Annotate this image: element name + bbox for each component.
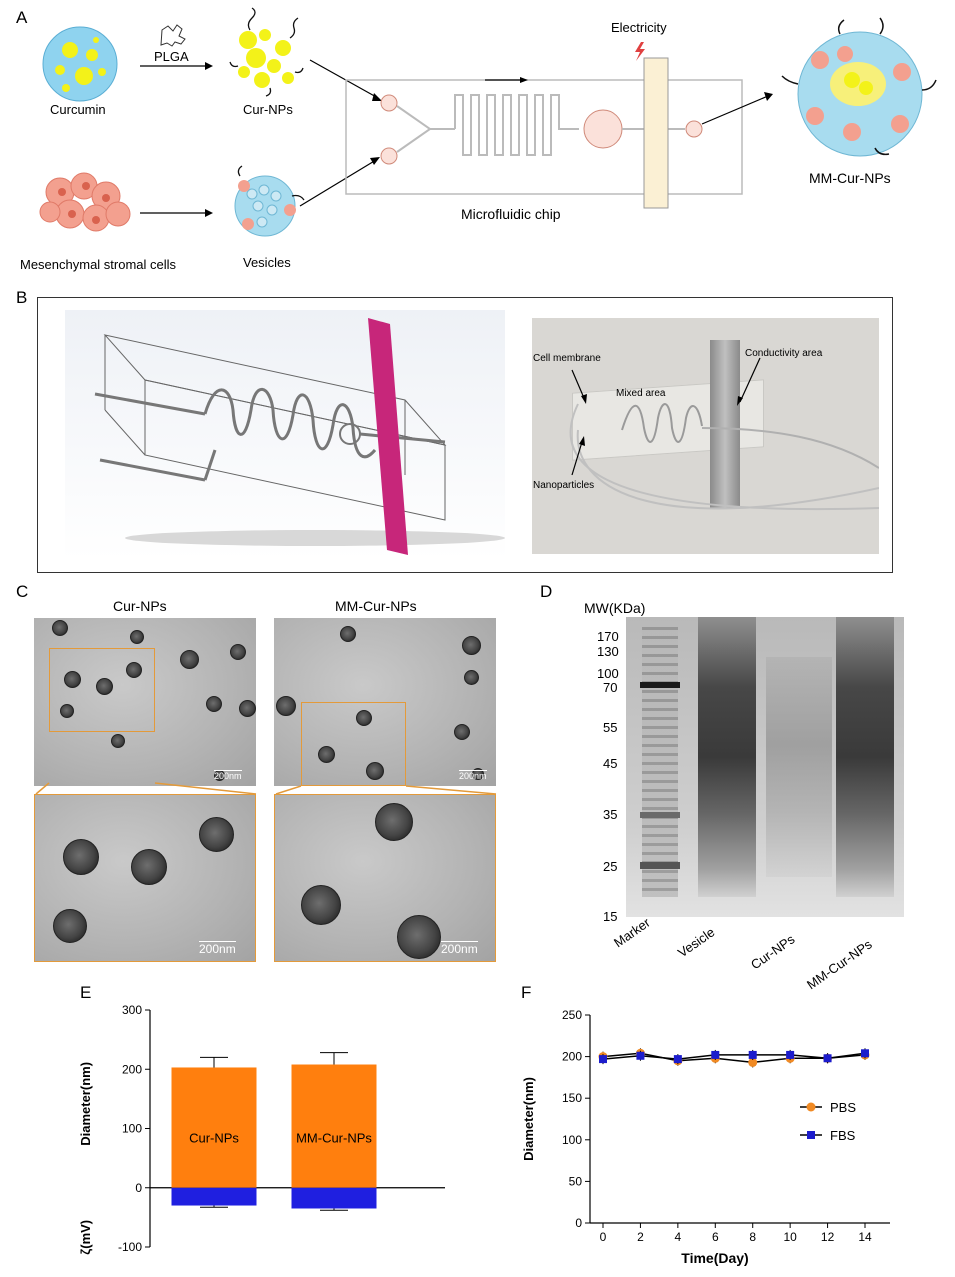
- microfluidic-chip-diagram: [345, 42, 743, 209]
- panel-label-b: B: [16, 288, 28, 307]
- plga-molecule-icon: [160, 24, 186, 47]
- y-tick-label: 100: [562, 1133, 582, 1147]
- plga-label: PLGA: [154, 49, 189, 64]
- mw-35: 35: [603, 807, 618, 822]
- chip-cad-render: [65, 310, 505, 560]
- cell-membrane-label: Cell membrane: [533, 353, 601, 364]
- cur-nps-cluster: [229, 7, 304, 97]
- tem-image-mm-cur-nps: 200nm: [274, 618, 496, 786]
- bar: [171, 1067, 257, 1188]
- point-fbs: [823, 1054, 832, 1063]
- y-tick-label: 150: [562, 1091, 582, 1105]
- mw-130: 130: [597, 644, 619, 659]
- vesicles-label: Vesicles: [243, 255, 291, 270]
- point-fbs: [748, 1050, 757, 1059]
- panel-label-d: D: [540, 582, 553, 601]
- point-fbs: [599, 1055, 607, 1064]
- mw-170: 170: [597, 629, 619, 644]
- x-tick-label: 2: [637, 1230, 644, 1244]
- bar-category-label: MM-Cur-NPs: [296, 1131, 372, 1146]
- y-axis-label-zeta: ζ(mV): [78, 1220, 93, 1255]
- nanoparticles-label: Nanoparticles: [533, 480, 595, 491]
- point-fbs: [636, 1051, 645, 1060]
- schematic-figure: [39, 7, 937, 237]
- chip-label: Microfluidic chip: [461, 206, 561, 222]
- series-line-fbs: [602, 1052, 866, 1060]
- panel-label-a: A: [16, 8, 28, 27]
- mm-cur-nps-label: MM-Cur-NPs: [809, 170, 891, 186]
- curcumin-sphere: [42, 26, 118, 102]
- point-pbs: [748, 1057, 758, 1067]
- tem-left-title: Cur-NPs: [113, 598, 167, 614]
- x-tick-label: 12: [821, 1230, 835, 1244]
- mw-15: 15: [603, 909, 618, 924]
- zeta-diameter-bar-chart: 300 200 100 0 -100 Cur-NPs MM-Cur-NPs Diameter(…: [78, 1003, 445, 1255]
- mw-100: 100: [597, 666, 619, 681]
- panel-label-e: E: [80, 983, 92, 1002]
- x-tick-label: 0: [600, 1230, 607, 1244]
- legend-label-fbs: FBS: [830, 1128, 856, 1143]
- mw-45: 45: [603, 756, 618, 771]
- lane-cur-nps: Cur-NPs: [748, 931, 798, 973]
- chip-photo: [532, 318, 879, 554]
- tem-zoom-cur-nps: 200nm: [34, 794, 256, 962]
- mw-55: 55: [603, 720, 618, 735]
- y-tick-label: 200: [562, 1050, 582, 1064]
- y-tick-label: 50: [569, 1174, 583, 1188]
- conductivity-area-label: Conductivity area: [745, 348, 823, 359]
- mw-25: 25: [603, 859, 618, 874]
- cur-nps-label: Cur-NPs: [243, 102, 293, 117]
- y-tick-label: 100: [122, 1122, 142, 1136]
- y-axis-label-diameter: Diameter(nm): [78, 1062, 93, 1146]
- lane-mm-cur-nps: MM-Cur-NPs: [804, 936, 875, 993]
- bar: [171, 1187, 257, 1206]
- scale-bar-4: 200nm: [441, 941, 478, 956]
- stromal-cells-cluster: [39, 172, 131, 232]
- point-fbs: [786, 1050, 795, 1059]
- panel-b-frame: [37, 297, 893, 573]
- legend-marker-fbs: [807, 1131, 815, 1139]
- point-fbs: [673, 1055, 682, 1064]
- point-fbs: [861, 1049, 869, 1058]
- y-axis-label: Diameter(nm): [521, 1077, 536, 1161]
- scale-bar-3: 200nm: [199, 941, 236, 956]
- curcumin-label: Curcumin: [50, 102, 106, 117]
- legend-label-pbs: PBS: [830, 1100, 856, 1115]
- panel-label-c: C: [16, 582, 29, 601]
- mixed-area-label: Mixed area: [616, 388, 666, 399]
- bar-category-label: Cur-NPs: [189, 1131, 239, 1146]
- legend-marker-pbs: [806, 1102, 816, 1112]
- electricity-label: Electricity: [611, 20, 667, 35]
- x-tick-label: 14: [858, 1230, 872, 1244]
- vesicle-sphere: [234, 165, 305, 237]
- x-tick-label: 6: [712, 1230, 719, 1244]
- mm-cur-nps-sphere: [781, 17, 937, 157]
- y-tick-label: 250: [562, 1008, 582, 1022]
- tem-image-cur-nps: 200nm: [34, 618, 256, 786]
- y-tick-label: 0: [135, 1181, 142, 1195]
- scale-bar-2: 200nm: [459, 770, 487, 781]
- point-fbs: [711, 1050, 720, 1059]
- msc-label: Mesenchymal stromal cells: [20, 257, 177, 272]
- scale-bar-1: 200nm: [214, 770, 242, 781]
- mw-label: MW(KDa): [584, 600, 646, 616]
- x-tick-label: 8: [749, 1230, 756, 1244]
- lightning-icon: [635, 42, 645, 61]
- bar: [291, 1187, 377, 1209]
- y-tick-label: 200: [122, 1062, 142, 1076]
- mw-70: 70: [603, 680, 618, 695]
- lane-vesicle: Vesicle: [675, 924, 718, 961]
- y-tick-label: -100: [118, 1240, 142, 1254]
- tem-right-title: MM-Cur-NPs: [335, 598, 417, 614]
- stability-line-chart: 0 50 100 150 200 250 0 2 4 6 8 10 12 14 PBS FBS Diameter…: [521, 1008, 890, 1266]
- panel-label-f: F: [521, 983, 532, 1002]
- x-axis-label: Time(Day): [681, 1250, 748, 1266]
- x-tick-label: 4: [675, 1230, 682, 1244]
- y-tick-label: 300: [122, 1003, 142, 1017]
- bar: [291, 1064, 377, 1188]
- y-tick-label: 0: [575, 1216, 582, 1230]
- x-tick-label: 10: [783, 1230, 797, 1244]
- tem-zoom-mm-cur-nps: 200nm: [274, 794, 496, 962]
- sds-page-gel: [626, 617, 904, 917]
